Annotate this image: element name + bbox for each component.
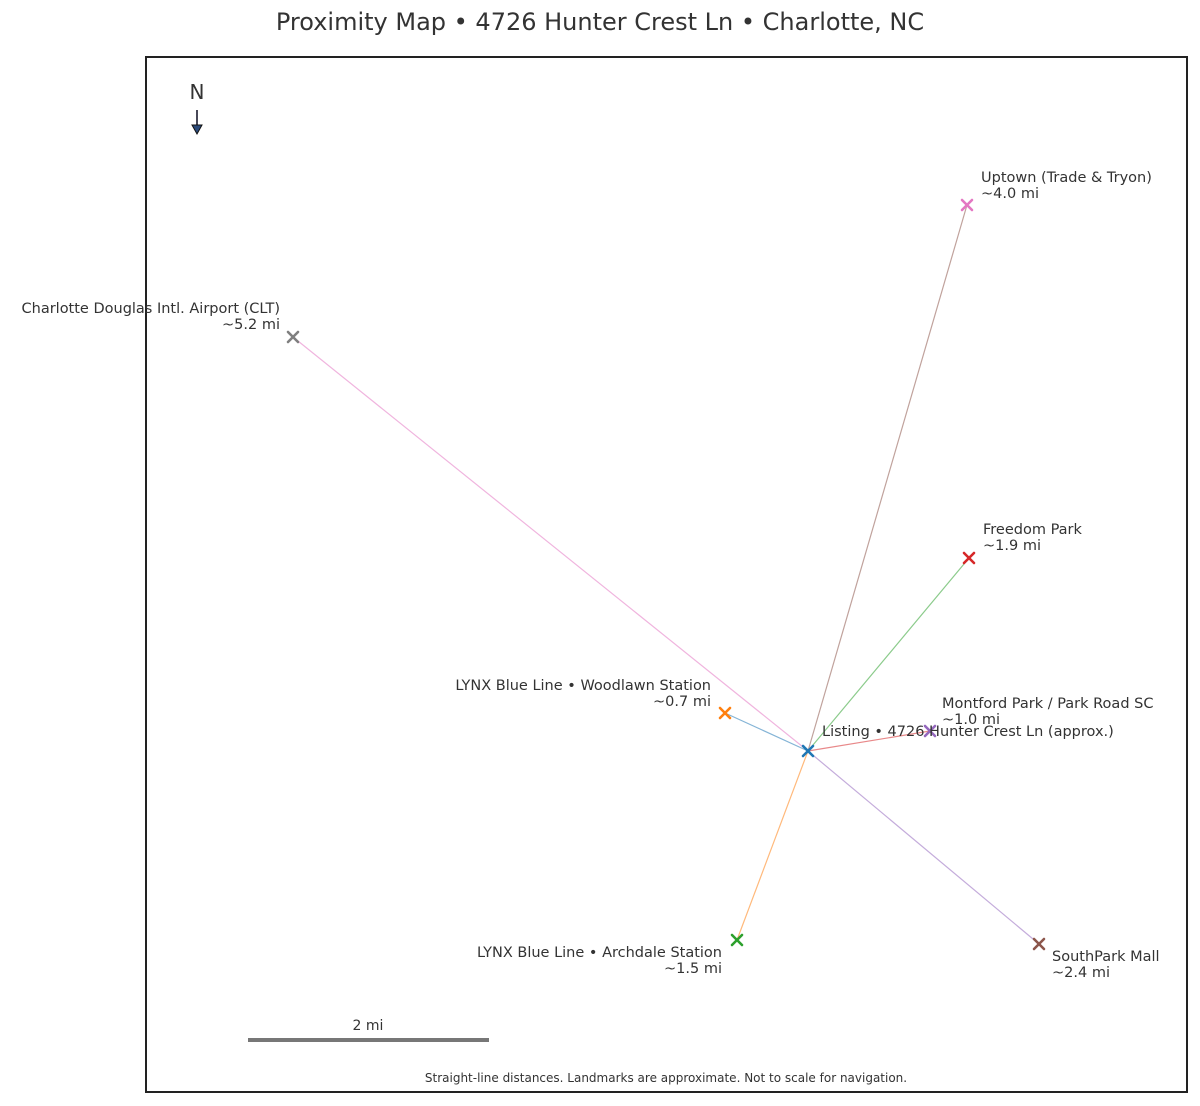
connector-lines [292,204,1040,945]
landmark-name-southpark: SouthPark Mall [1052,949,1160,965]
landmark-marker-woodlawn [718,706,732,720]
scale-bar: 2 mi [248,1018,489,1042]
landmark-marker-montford [923,724,937,738]
connector-line-southpark [807,750,1040,945]
connector-line-archdale [736,750,809,941]
landmark-marker-uptown [960,198,974,212]
connector-line-airport [292,336,809,752]
map-title: Proximity Map • 4726 Hunter Crest Ln • C… [275,8,925,36]
connector-line-uptown [807,204,968,752]
north-label: N [190,80,205,104]
landmark-name-uptown: Uptown (Trade & Tryon) [981,170,1152,186]
landmark-distance-airport: ~5.2 mi [222,317,280,333]
landmark-name-montford: Montford Park / Park Road SC [942,696,1153,712]
landmark-distance-freedom: ~1.9 mi [983,538,1041,554]
landmark-markers [286,198,1046,951]
landmark-distance-archdale: ~1.5 mi [664,961,722,977]
landmark-distance-montford: ~1.0 mi [942,712,1000,728]
map-footnote: Straight-line distances. Landmarks are a… [425,1071,907,1085]
landmark-name-woodlawn: LYNX Blue Line • Woodlawn Station [455,678,711,694]
landmark-distance-southpark: ~2.4 mi [1052,965,1110,981]
connector-line-woodlawn [724,712,809,752]
scale-bar-label: 2 mi [353,1018,384,1034]
landmark-labels: LYNX Blue Line • Woodlawn Station~0.7 mi… [22,170,1160,981]
landmark-distance-uptown: ~4.0 mi [981,186,1039,202]
landmark-marker-freedom [962,551,976,565]
landmark-marker-archdale [730,933,744,947]
connector-line-montford [807,730,931,752]
listing-label: Listing • 4726 Hunter Crest Ln (approx.) [822,724,1114,740]
north-arrow: N [190,80,205,136]
listing-marker [801,744,815,758]
landmark-marker-southpark [1032,937,1046,951]
landmark-name-freedom: Freedom Park [983,522,1083,538]
connector-line-freedom [807,557,970,752]
map-frame-border [145,56,1188,1093]
landmark-distance-woodlawn: ~0.7 mi [653,694,711,710]
landmark-name-archdale: LYNX Blue Line • Archdale Station [477,945,722,961]
landmark-name-airport: Charlotte Douglas Intl. Airport (CLT) [22,301,281,317]
landmark-marker-airport [286,330,300,344]
north-arrow-head [191,124,203,136]
